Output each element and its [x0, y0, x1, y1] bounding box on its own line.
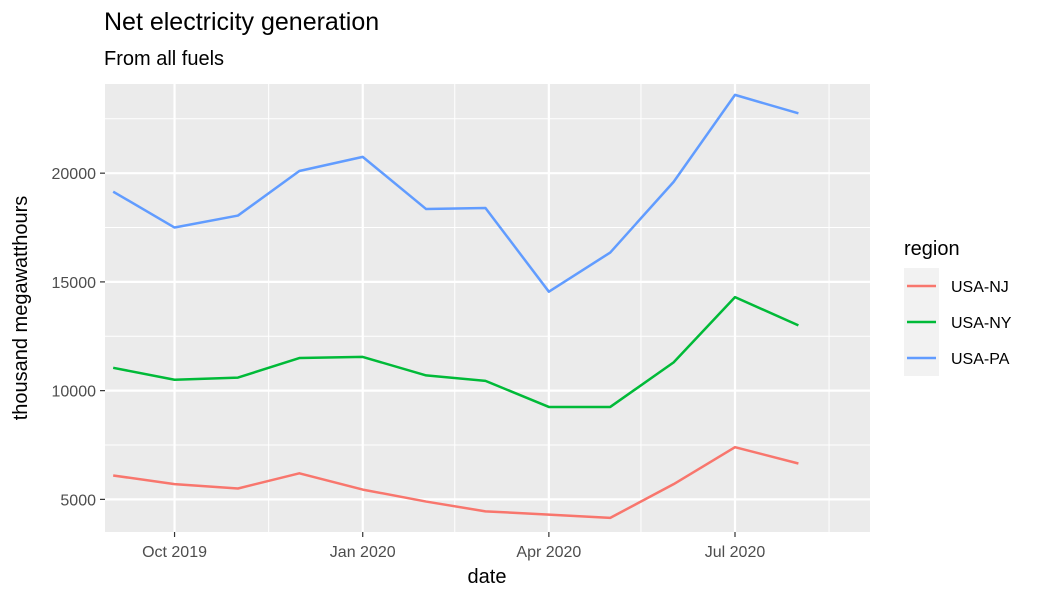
y-tick-label: 20000: [52, 166, 97, 183]
legend-label: USA-NY: [951, 315, 1012, 332]
y-axis-ticks: 5000 10000 15000 20000: [52, 166, 105, 509]
plot-panel: [105, 84, 870, 532]
legend-title: region: [904, 238, 960, 260]
x-axis-title: date: [468, 566, 507, 588]
x-tick-label: Apr 2020: [516, 544, 581, 561]
series-line-usa-pa: [112, 93, 799, 293]
chart-subtitle: From all fuels: [104, 48, 224, 70]
legend-label: USA-PA: [951, 351, 1010, 368]
minor-gridlines: [79, 84, 870, 532]
y-tick-label: 15000: [52, 275, 97, 292]
y-axis-title: thousand megawatthours: [10, 196, 32, 421]
x-tick-label: Oct 2019: [142, 544, 207, 561]
y-tick-label: 5000: [60, 492, 96, 509]
series-line-usa-nj: [113, 445, 799, 520]
series-line-usa-ny: [112, 295, 799, 409]
chart-title: Net electricity generation: [104, 8, 379, 36]
x-tick-label: Jan 2020: [330, 544, 396, 561]
legend-label: USA-NJ: [951, 279, 1009, 296]
major-gridlines: [105, 84, 870, 532]
x-tick-label: Jul 2020: [705, 544, 766, 561]
legend: region USA-NJ USA-NY USA-PA: [904, 238, 1012, 376]
x-axis-ticks: Oct 2019 Jan 2020 Apr 2020 Jul 2020: [142, 532, 765, 561]
y-tick-label: 10000: [52, 384, 97, 401]
series-lines: [112, 93, 799, 520]
